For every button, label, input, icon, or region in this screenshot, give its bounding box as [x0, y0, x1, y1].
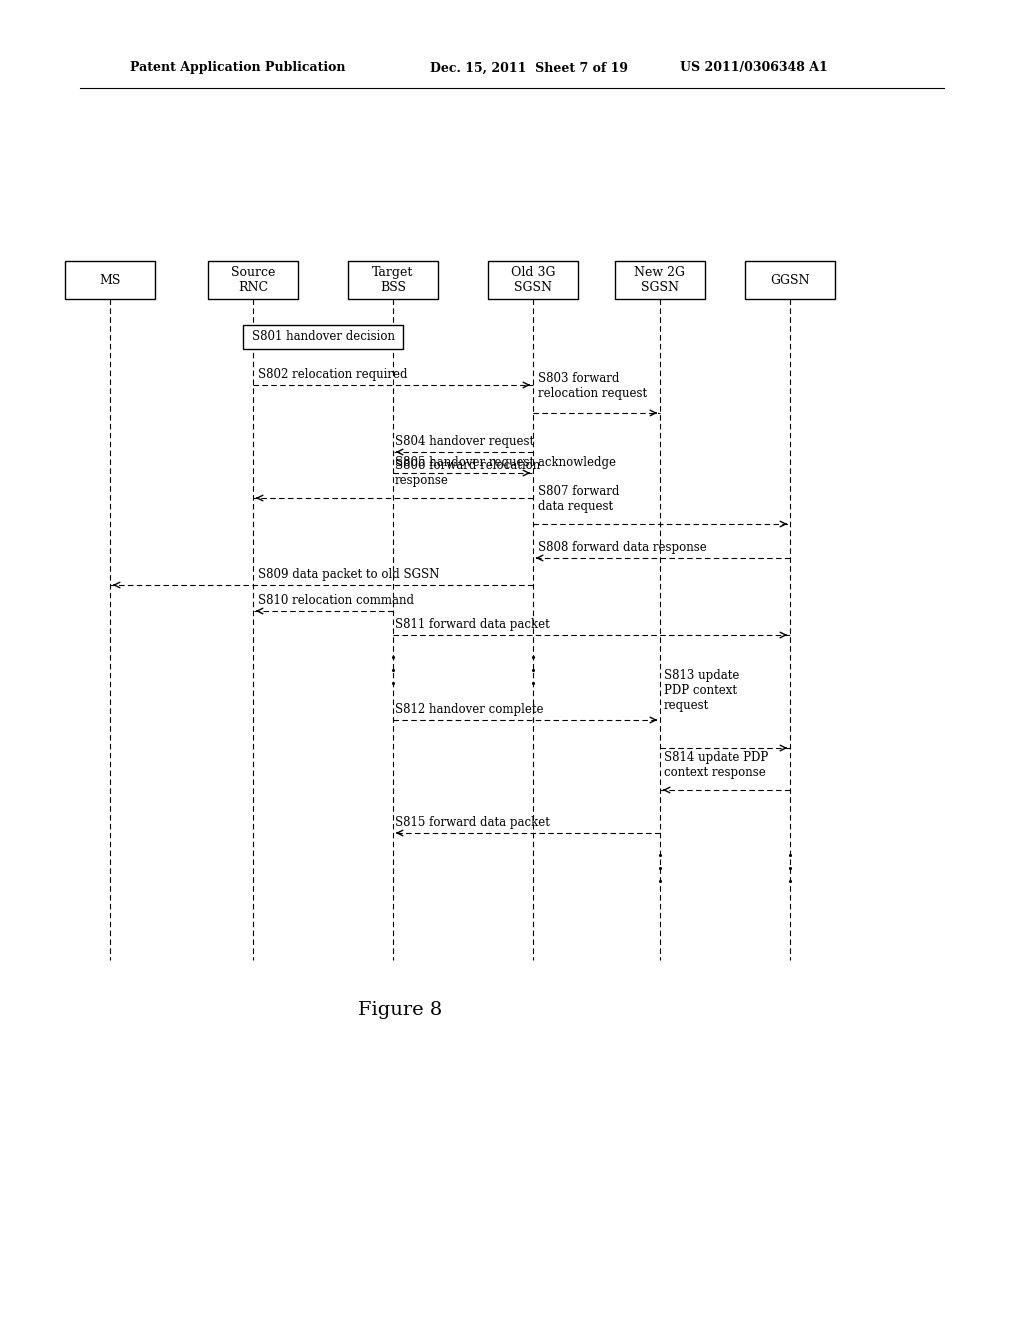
Text: MS: MS	[99, 273, 121, 286]
Text: GGSN: GGSN	[770, 273, 810, 286]
Text: Old 3G
SGSN: Old 3G SGSN	[511, 267, 555, 294]
Text: Patent Application Publication: Patent Application Publication	[130, 62, 345, 74]
Text: S803 forward
relocation request: S803 forward relocation request	[538, 372, 647, 400]
Text: US 2011/0306348 A1: US 2011/0306348 A1	[680, 62, 827, 74]
Text: S805 handover request acknowledge: S805 handover request acknowledge	[395, 455, 616, 469]
Text: New 2G
SGSN: New 2G SGSN	[635, 267, 685, 294]
Bar	[65, 261, 155, 300]
Text: S809 data packet to old SGSN: S809 data packet to old SGSN	[258, 568, 439, 581]
Text: S801 handover decision: S801 handover decision	[252, 330, 394, 343]
Bar	[488, 261, 578, 300]
Text: S815 forward data packet: S815 forward data packet	[395, 816, 550, 829]
Bar	[348, 261, 438, 300]
Text: S810 relocation command: S810 relocation command	[258, 594, 414, 607]
Bar	[243, 325, 403, 348]
Text: Figure 8: Figure 8	[357, 1001, 442, 1019]
Text: S814 update PDP
context response: S814 update PDP context response	[664, 751, 768, 779]
Text: S813 update
PDP context
request: S813 update PDP context request	[664, 669, 739, 711]
Text: S806 forward relocation
response: S806 forward relocation response	[395, 459, 541, 487]
Text: S808 forward data response: S808 forward data response	[538, 541, 707, 554]
Bar	[208, 261, 298, 300]
Text: Target
BSS: Target BSS	[373, 267, 414, 294]
Text: S807 forward
data request: S807 forward data request	[538, 484, 620, 513]
Text: Source
RNC: Source RNC	[230, 267, 275, 294]
Text: S804 handover request: S804 handover request	[395, 436, 535, 447]
Text: S802 relocation required: S802 relocation required	[258, 368, 408, 381]
Text: S812 handover complete: S812 handover complete	[395, 704, 544, 715]
Bar	[615, 261, 705, 300]
Bar	[745, 261, 835, 300]
Text: Dec. 15, 2011  Sheet 7 of 19: Dec. 15, 2011 Sheet 7 of 19	[430, 62, 628, 74]
Text: S811 forward data packet: S811 forward data packet	[395, 618, 550, 631]
